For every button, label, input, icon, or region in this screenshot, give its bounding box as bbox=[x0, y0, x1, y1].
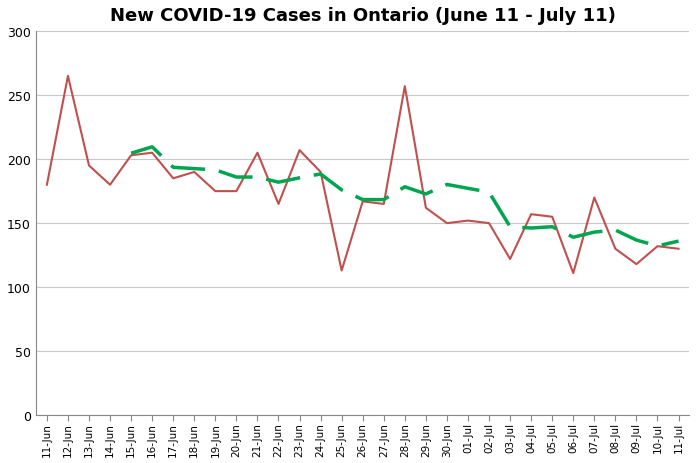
Title: New COVID-19 Cases in Ontario (June 11 - July 11): New COVID-19 Cases in Ontario (June 11 -… bbox=[110, 7, 616, 25]
